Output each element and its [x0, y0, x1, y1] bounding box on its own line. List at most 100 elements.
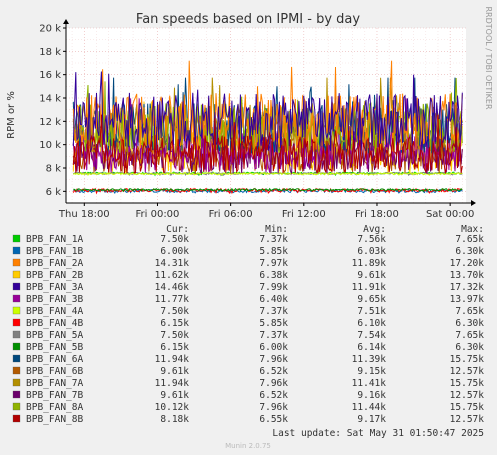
legend-series-name: BPB_FAN_5B: [26, 342, 83, 353]
legend-value-max: 6.30k: [455, 318, 484, 329]
legend-value-min: 7.96k: [259, 402, 288, 413]
legend-row: BPB_FAN_6B 9.61k 6.52k 9.15k 12.57k: [12, 366, 485, 377]
legend-value-avg: 6.03k: [357, 246, 386, 257]
y-tick-label: 14 k: [39, 94, 61, 105]
legend-swatch: [12, 318, 21, 327]
x-tick-label: Fri 06:00: [209, 209, 253, 220]
last-update-text: Last update: Sat May 31 01:50:47 2025: [272, 428, 484, 439]
series-line-bpb-fan-8b: [72, 114, 463, 174]
legend-row: BPB_FAN_3A 14.46k 7.99k 11.91k 17.32k: [12, 282, 485, 293]
x-axis-arrow: [471, 200, 476, 206]
legend-swatch: [12, 282, 21, 291]
legend-swatch: [12, 390, 21, 399]
legend-row: BPB_FAN_8B 8.18k 6.55k 9.17k 12.57k: [12, 414, 485, 425]
legend-series-name: BPB_FAN_5A: [26, 330, 83, 341]
legend-value-max: 13.70k: [450, 270, 485, 281]
legend-value-min: 6.52k: [259, 390, 288, 401]
munin-version-footer: Munin 2.0.75: [225, 442, 271, 450]
axes: [63, 19, 476, 206]
legend-value-avg: 9.16k: [357, 390, 386, 401]
legend-series-name: BPB_FAN_6B: [26, 366, 83, 377]
legend-series-name: BPB_FAN_1B: [26, 246, 83, 257]
legend-value-cur: 9.61k: [160, 366, 189, 377]
legend-swatch: [12, 246, 21, 255]
legend-header-cur: Cur:: [166, 224, 189, 235]
legend-swatch: [12, 306, 21, 315]
legend-value-max: 6.30k: [455, 246, 484, 257]
legend-value-avg: 7.54k: [357, 330, 386, 341]
legend-series-name: BPB_FAN_3B: [26, 294, 83, 305]
y-tick-label: 20 k: [39, 24, 61, 35]
y-tick-label: 18 k: [39, 47, 61, 58]
legend-swatch: [12, 294, 21, 303]
y-tick-label: 10 k: [39, 140, 61, 151]
legend-value-max: 6.30k: [455, 342, 484, 353]
legend-series-name: BPB_FAN_2B: [26, 270, 83, 281]
legend-value-avg: 11.44k: [352, 402, 387, 413]
legend-swatch: [12, 330, 21, 339]
legend-value-cur: 9.61k: [160, 390, 189, 401]
series-line-bpb-fan-4a: [73, 171, 463, 176]
legend-value-min: 6.38k: [259, 270, 288, 281]
series-line-bpb-fan-4b: [72, 187, 463, 195]
legend-value-max: 15.75k: [450, 378, 485, 389]
legend-value-min: 6.40k: [259, 294, 288, 305]
y-tick-label: 12 k: [39, 117, 61, 128]
legend-swatch: [12, 378, 21, 387]
legend-swatch: [12, 270, 21, 279]
x-tick-label: Thu 18:00: [58, 209, 110, 220]
legend-value-max: 12.57k: [450, 414, 485, 425]
legend-value-cur: 11.62k: [155, 270, 190, 281]
legend-value-min: 7.96k: [259, 354, 288, 365]
legend-value-max: 15.75k: [450, 402, 485, 413]
rrdtool-side-label: RRDTOOL / TOBI OETIKER: [484, 6, 493, 109]
legend-row: BPB_FAN_5B 6.15k 6.00k 6.14k 6.30k: [12, 342, 484, 353]
legend-value-avg: 11.89k: [352, 258, 387, 269]
y-axis-label: RPM or %: [6, 91, 17, 139]
legend-series-name: BPB_FAN_2A: [26, 258, 83, 269]
legend-value-avg: 6.10k: [357, 318, 386, 329]
legend-row: BPB_FAN_7A 11.94k 7.96k 11.41k 15.75k: [12, 378, 485, 389]
legend-value-cur: 10.12k: [155, 402, 190, 413]
legend-series-name: BPB_FAN_7A: [26, 378, 83, 389]
legend-value-max: 12.57k: [450, 366, 485, 377]
series-line-bpb-fan-3b: [72, 98, 463, 174]
x-tick-labels: Thu 18:00 Fri 00:00 Fri 06:00 Fri 12:00 Fri …: [58, 203, 474, 220]
legend-swatch: [12, 342, 21, 351]
legend-value-min: 7.99k: [259, 282, 288, 293]
legend-row: BPB_FAN_3B 11.77k 6.40k 9.65k 13.97k: [12, 294, 485, 305]
legend-value-min: 5.85k: [259, 246, 288, 257]
y-tick-labels: 6 k 8 k 10 k 12 k 14 k 16 k 18 k 20 k: [39, 24, 66, 198]
legend-value-cur: 6.15k: [160, 318, 189, 329]
legend-value-max: 7.65k: [455, 234, 484, 245]
legend-value-max: 15.75k: [450, 354, 485, 365]
legend-series-name: BPB_FAN_1A: [26, 234, 83, 245]
legend-value-min: 6.00k: [259, 342, 288, 353]
series-line-bpb-fan-3a: [72, 71, 463, 153]
legend-row: BPB_FAN_1B 6.00k 5.85k 6.03k 6.30k: [12, 246, 484, 257]
legend-series-name: BPB_FAN_7B: [26, 390, 83, 401]
x-tick-label: Fri 00:00: [136, 209, 180, 220]
x-tick-label: Fri 18:00: [355, 209, 399, 220]
y-tick-label: 8 k: [46, 164, 62, 175]
legend-header-avg: Avg:: [363, 224, 386, 235]
y-axis-arrow: [63, 19, 69, 24]
legend-value-max: 7.65k: [455, 306, 484, 317]
legend-value-max: 17.32k: [450, 282, 485, 293]
legend-row: BPB_FAN_4B 6.15k 5.85k 6.10k 6.30k: [12, 318, 484, 329]
legend-value-cur: 7.50k: [160, 234, 189, 245]
legend-value-min: 7.37k: [259, 306, 288, 317]
series-lines: [72, 60, 463, 195]
legend-series-name: BPB_FAN_8B: [26, 414, 83, 425]
legend-series-name: BPB_FAN_6A: [26, 354, 83, 365]
legend-swatch: [12, 366, 21, 375]
legend-swatch: [12, 234, 21, 243]
legend-value-cur: 14.46k: [155, 282, 190, 293]
legend-series-name: BPB_FAN_4B: [26, 318, 83, 329]
legend-value-avg: 6.14k: [357, 342, 386, 353]
legend-value-min: 7.37k: [259, 330, 288, 341]
legend-value-cur: 8.18k: [160, 414, 189, 425]
legend-value-max: 13.97k: [450, 294, 485, 305]
legend-swatch: [12, 354, 21, 363]
